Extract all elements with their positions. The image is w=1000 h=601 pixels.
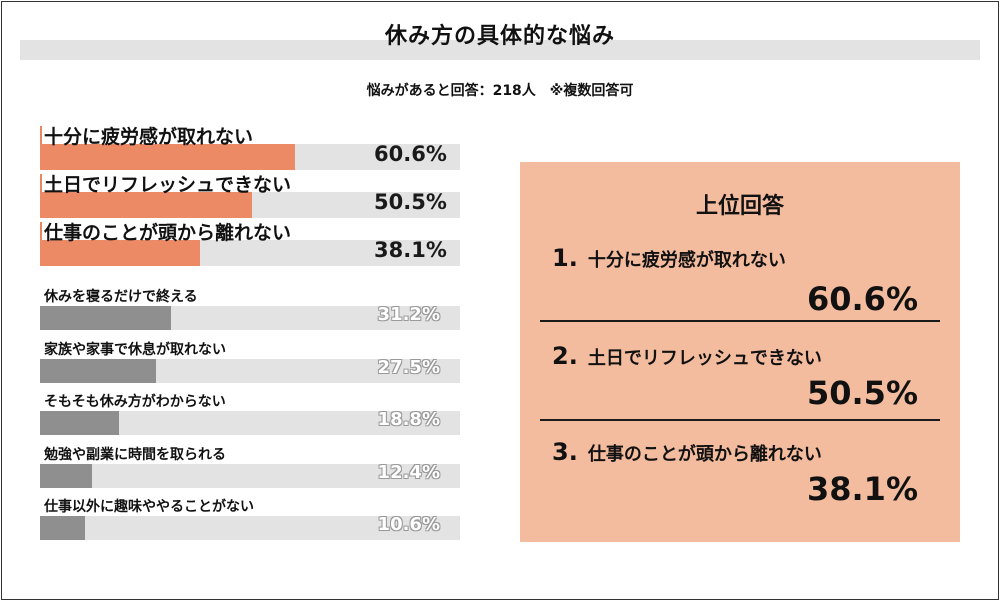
ranking-panel: 上位回答 1. 十分に疲労感が取れない 60.6% 2. 土日でリフレッシュできない… [520, 162, 960, 542]
ranking-item-label: 2. 土日でリフレッシュできない [552, 342, 822, 370]
bar [40, 463, 92, 488]
bar-accent-line [40, 126, 42, 144]
ranking-item-label: 3. 仕事のことが頭から離れない [552, 438, 822, 466]
bar-category-label: そもそも休み方がわからない [44, 394, 226, 410]
bar-category-label: 土日でリフレッシュできない [44, 174, 292, 196]
ranking-divider [540, 320, 940, 322]
ranking-divider [540, 419, 940, 421]
ranking-value: 60.6% [806, 280, 918, 318]
bar-value-label: 50.5% [374, 190, 447, 214]
bar-value-label: 27.5% [377, 356, 440, 378]
ranking-value: 38.1% [806, 470, 918, 508]
subtitle: 悩みがあると回答：218人 ※複数回答可 [366, 83, 634, 99]
ranking-item-label: 1. 十分に疲労感が取れない [552, 244, 786, 272]
bar [40, 306, 171, 330]
bar-value-label: 60.6% [374, 142, 447, 166]
bar [40, 144, 295, 170]
page-title: 休み方の具体的な悩み [384, 24, 615, 49]
bar-category-label: 仕事のことが頭から離れない [44, 222, 292, 244]
bar [40, 411, 119, 435]
bar [40, 240, 200, 266]
ranking-number: 1. [552, 244, 578, 272]
bar-category-label: 十分に疲労感が取れない [44, 126, 254, 148]
bar-category-label: 休みを寝るだけで終える [44, 289, 198, 305]
ranking-text: 仕事のことが頭から離れない [587, 444, 822, 465]
ranking-title: 上位回答 [695, 194, 784, 219]
bar-value-label: 10.6% [377, 514, 440, 535]
bar-category-label: 勉強や副業に時間を取られる [44, 446, 226, 463]
ranking-text: 十分に疲労感が取れない [587, 250, 786, 271]
bar-value-label: 38.1% [374, 238, 447, 262]
bar-category-label: 仕事以外に趣味ややることがない [44, 499, 254, 515]
bar [40, 192, 252, 218]
bar-track [40, 463, 460, 488]
title-band [20, 40, 980, 60]
bar-track [40, 516, 460, 540]
bar-category-label: 家族や家事で休息が取れない [44, 341, 226, 358]
ranking-text: 土日でリフレッシュできない [587, 348, 822, 369]
bar-chart: 十分に疲労感が取れない 60.6% 土日でリフレッシュできない 50.5% 仕事のことが… [40, 126, 460, 540]
bar-accent-line [40, 222, 42, 240]
bar-accent-line [40, 174, 42, 192]
ranking-number: 2. [552, 342, 578, 370]
ranking-value: 50.5% [806, 374, 918, 412]
bar [40, 358, 156, 383]
bar-value-label: 31.2% [377, 304, 440, 325]
ranking-number: 3. [552, 438, 578, 466]
bar [40, 516, 85, 540]
bar-value-label: 18.8% [377, 409, 440, 430]
bar-value-label: 12.4% [377, 461, 440, 483]
